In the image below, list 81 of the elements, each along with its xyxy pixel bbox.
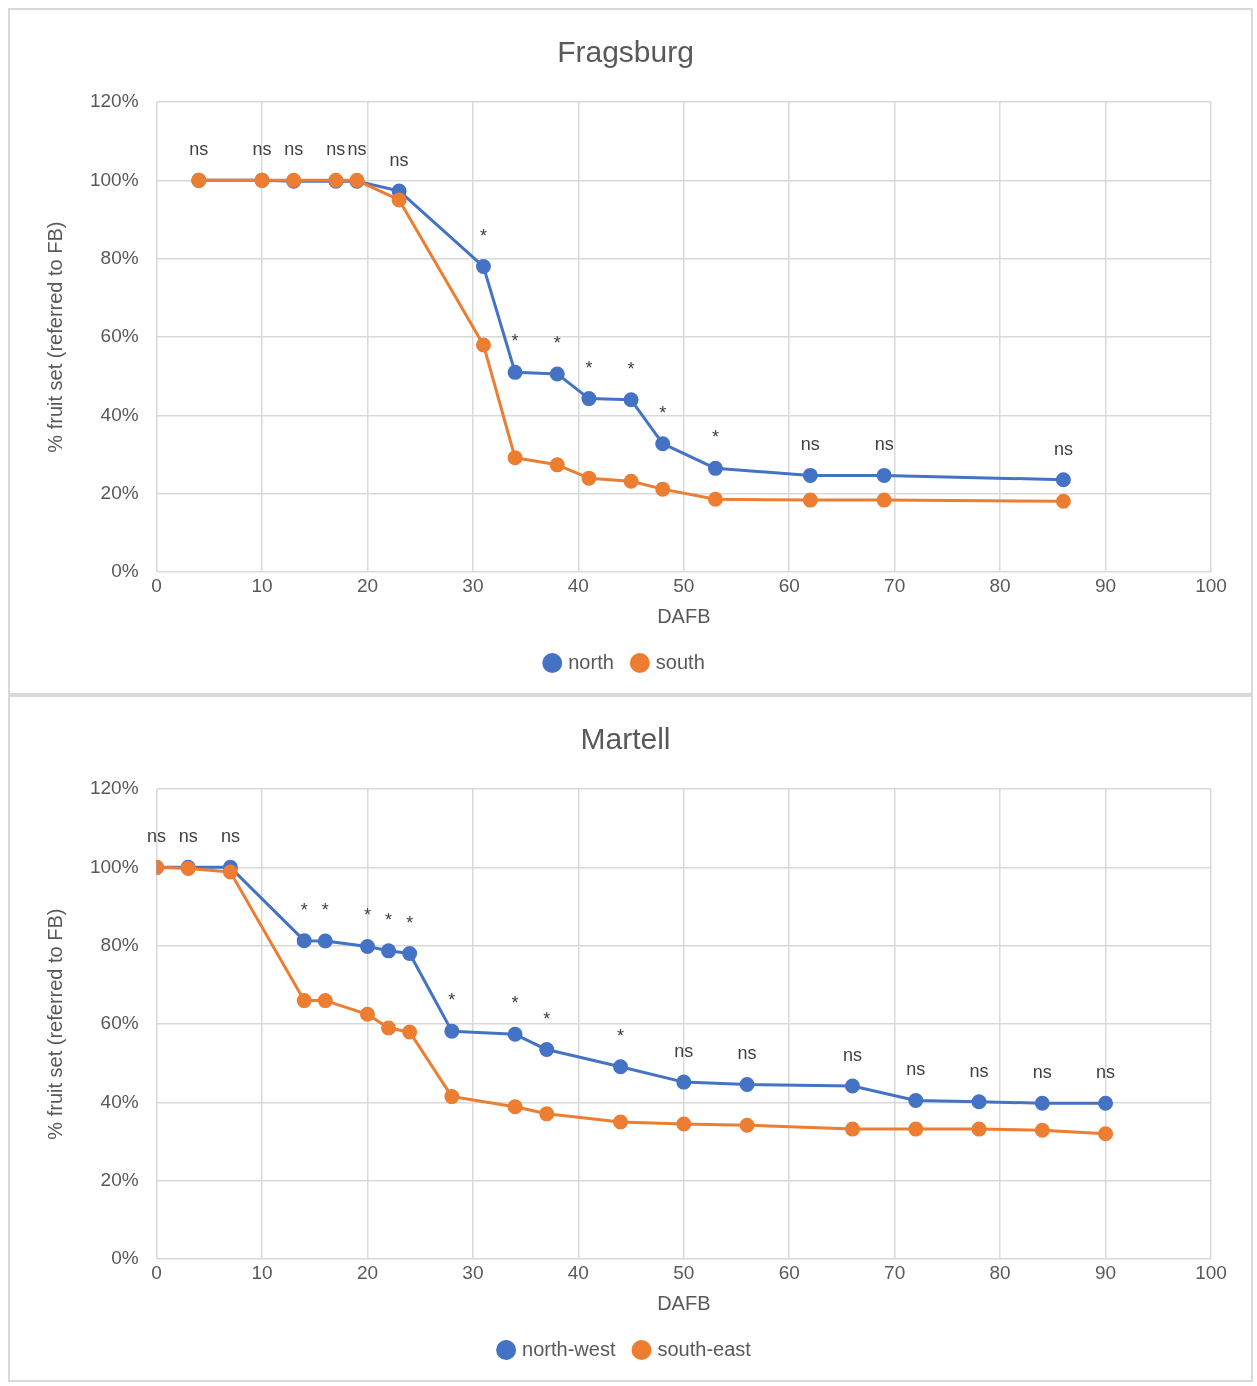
annotation: * [479, 225, 487, 246]
y-tick-label: 100% [89, 855, 139, 877]
legend-label: south [655, 650, 705, 673]
x-tick-label: 10 [251, 1261, 273, 1283]
y-tick-label: 20% [100, 482, 139, 504]
annotation: ns [842, 1044, 863, 1065]
annotation: * [511, 993, 519, 1014]
annotation: ns [674, 1041, 694, 1062]
x-tick-label: 100 [1195, 574, 1227, 596]
annotation: * [711, 427, 719, 448]
annotation: * [448, 990, 456, 1011]
annotation: ns [1096, 1062, 1116, 1083]
x-tick-label: 40 [567, 1261, 589, 1283]
annotation: ns [874, 434, 894, 455]
x-axis-title: DAFB [657, 604, 711, 627]
chart-title: Martell [580, 722, 671, 756]
x-tick-label: 60 [778, 1261, 800, 1283]
annotation: * [543, 1008, 551, 1029]
y-tick-label: 40% [100, 403, 139, 425]
annotation: * [627, 358, 635, 379]
x-tick-label: 40 [567, 574, 589, 596]
x-tick-label: 80 [989, 1261, 1011, 1283]
legend-label: south-east [657, 1337, 752, 1360]
x-tick-label: 80 [989, 574, 1011, 596]
annotation: * [406, 912, 414, 933]
y-tick-label: 120% [89, 777, 139, 799]
x-tick-label: 20 [356, 1261, 379, 1283]
x-tick-label: 50 [673, 1261, 695, 1283]
annotation: ns [737, 1043, 757, 1064]
y-tick-label: 0% [111, 560, 139, 582]
annotation: ns [389, 149, 409, 170]
x-tick-label: 10 [251, 574, 273, 596]
annotation: ns [1032, 1062, 1052, 1083]
y-tick-label: 20% [100, 1169, 139, 1191]
annotation: * [385, 909, 393, 930]
legend-label: north-west [522, 1337, 616, 1360]
annotation: ns [147, 826, 167, 847]
y-axis-title: % fruit set (referred to FB) [43, 908, 66, 1140]
y-tick-label: 0% [111, 1247, 139, 1269]
x-tick-label: 30 [462, 574, 484, 596]
annotation: * [659, 402, 667, 423]
y-tick-label: 40% [100, 1090, 139, 1112]
x-tick-label: 0 [151, 1261, 162, 1283]
y-tick-label: 80% [100, 246, 139, 268]
x-tick-label: 70 [884, 574, 906, 596]
annotation: ns [800, 434, 820, 455]
annotation: * [300, 899, 308, 920]
annotation: * [585, 357, 593, 378]
y-tick-label: 60% [100, 325, 139, 347]
x-axis-title: DAFB [657, 1291, 711, 1314]
x-tick-label: 0 [151, 574, 162, 596]
y-tick-label: 60% [100, 1012, 139, 1034]
annotation: ns [189, 139, 209, 160]
annotation: * [321, 900, 329, 920]
annotation: ns [326, 139, 346, 160]
x-tick-label: 20 [356, 574, 379, 596]
y-axis-title: % fruit set (referred to FB) [43, 221, 66, 453]
y-tick-label: 100% [89, 168, 139, 190]
x-tick-label: 90 [1094, 1261, 1117, 1283]
annotation: ns [178, 826, 198, 847]
annotation: * [511, 331, 519, 352]
annotation: * [553, 332, 561, 353]
annotation: ns [252, 139, 272, 160]
annotation: ns [906, 1059, 926, 1080]
annotation: ns [220, 826, 240, 847]
annotation: * [617, 1025, 625, 1046]
x-tick-label: 70 [884, 1261, 906, 1283]
annotation: ns [969, 1060, 989, 1081]
annotation: ns [1053, 438, 1073, 459]
legend-label: north [568, 650, 614, 673]
x-tick-label: 100 [1195, 1261, 1227, 1283]
y-tick-label: 120% [89, 90, 139, 112]
annotation: ns [284, 139, 304, 160]
annotation: * [363, 905, 371, 926]
chart-title: Fragsburg [557, 35, 694, 69]
x-tick-label: 50 [673, 574, 695, 596]
x-tick-label: 60 [778, 574, 800, 596]
x-tick-label: 90 [1094, 574, 1117, 596]
y-tick-label: 80% [100, 933, 139, 955]
annotation: ns [347, 139, 367, 160]
x-tick-label: 30 [462, 1261, 484, 1283]
